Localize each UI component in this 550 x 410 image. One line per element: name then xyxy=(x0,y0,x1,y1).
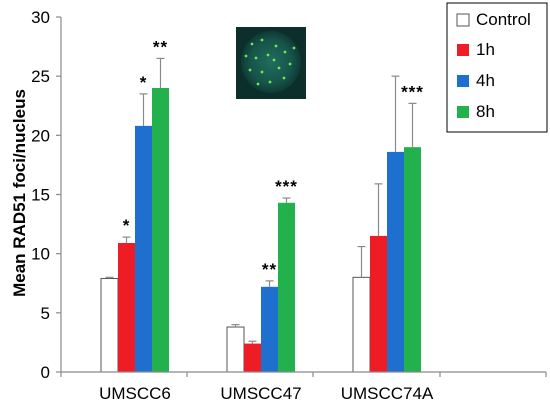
y-tick-label: 25 xyxy=(31,67,50,86)
legend-label-1h: 1h xyxy=(476,40,495,59)
bar-UMSCC6-1h xyxy=(118,243,135,372)
focus-dot xyxy=(282,76,286,80)
y-tick-label: 20 xyxy=(31,126,50,145)
focus-dot xyxy=(277,66,281,70)
y-tick-label: 10 xyxy=(31,245,50,264)
focus-dot xyxy=(283,50,287,54)
significance-label: ** xyxy=(262,260,277,279)
legend-swatch-Control xyxy=(456,13,470,27)
focus-dot xyxy=(250,42,254,46)
focus-dot xyxy=(244,54,248,58)
bar-UMSCC74A-Control xyxy=(352,276,371,373)
bar-UMSCC6-4h xyxy=(135,125,152,372)
y-tick-label: 5 xyxy=(41,304,50,323)
bar-UMSCC6-Control xyxy=(100,278,119,373)
bar-UMSCC74A-8h xyxy=(404,147,421,372)
significance-label: *** xyxy=(401,82,424,101)
x-tick-label: UMSCC47 xyxy=(220,384,301,403)
focus-dot xyxy=(292,46,296,50)
focus-dot xyxy=(268,80,272,84)
significance-label: *** xyxy=(275,177,298,196)
significance-label: * xyxy=(140,73,148,92)
focus-dot xyxy=(272,58,276,62)
focus-dot xyxy=(254,56,258,60)
focus-dot xyxy=(256,82,260,86)
significance-label: ** xyxy=(153,37,168,56)
focus-dot xyxy=(260,38,264,42)
bar-UMSCC47-8h xyxy=(278,202,295,372)
fluorescence-nucleus-image xyxy=(236,27,306,99)
focus-dot xyxy=(248,68,252,72)
bar-UMSCC74A-1h xyxy=(370,235,387,372)
y-tick-label: 15 xyxy=(31,186,50,205)
legend-swatch-4h xyxy=(457,75,469,87)
legend-label-4h: 4h xyxy=(476,71,495,90)
bar-UMSCC47-Control xyxy=(226,326,245,373)
legend-swatch-1h xyxy=(457,44,469,56)
legend-swatch-8h xyxy=(457,106,469,118)
y-tick-label: 30 xyxy=(31,8,50,27)
y-axis-label: Mean RAD51 foci/nucleus xyxy=(10,89,29,297)
bar-UMSCC6-8h xyxy=(152,88,169,372)
legend-label-Control: Control xyxy=(476,10,531,29)
y-tick-label: 0 xyxy=(41,363,50,382)
bar-UMSCC74A-4h xyxy=(387,151,404,372)
focus-dot xyxy=(288,62,292,66)
legend-label-8h: 8h xyxy=(476,102,495,121)
bar-UMSCC47-1h xyxy=(244,343,261,372)
focus-dot xyxy=(274,44,278,48)
focus-dot xyxy=(266,53,270,57)
x-tick-label: UMSCC74A xyxy=(341,384,434,403)
significance-label: * xyxy=(123,216,131,235)
x-tick-label: UMSCC6 xyxy=(99,384,171,403)
focus-dot xyxy=(260,70,264,74)
bar-UMSCC47-4h xyxy=(261,286,278,372)
